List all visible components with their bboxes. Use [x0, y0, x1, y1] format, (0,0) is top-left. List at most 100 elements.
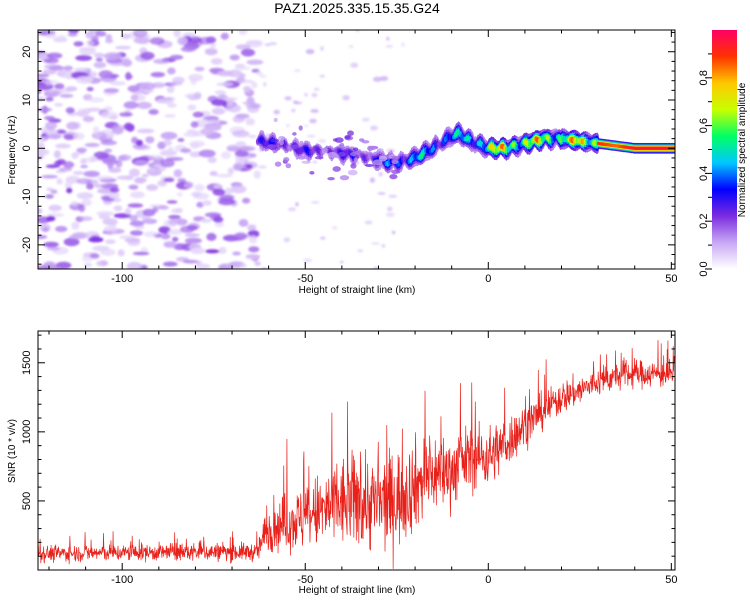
noise-blob — [93, 61, 107, 69]
noise-blob — [43, 261, 56, 269]
noise-blob — [93, 126, 100, 135]
noise-blob — [50, 189, 58, 194]
noise-blob — [214, 90, 227, 95]
noise-blob — [55, 225, 68, 233]
spectrogram-marks — [38, 30, 675, 269]
noise-blob — [71, 152, 79, 160]
noise-blob — [87, 97, 105, 103]
noise-blob — [234, 150, 249, 158]
noise-blob — [94, 52, 105, 58]
noise-blob — [193, 192, 210, 200]
colorbar-label: Normalized spectral amplitude — [737, 82, 748, 217]
noise-blob — [370, 125, 378, 131]
ridge-scatter — [267, 144, 277, 151]
noise-blob — [38, 107, 53, 112]
noise-blob — [93, 183, 107, 188]
noise-blob — [157, 180, 168, 187]
ridge-scatter — [294, 147, 305, 153]
noise-blob — [180, 46, 196, 52]
noise-blob — [112, 124, 125, 133]
ridge-scatter — [314, 156, 324, 160]
noise-blob — [387, 206, 393, 211]
noise-blob — [311, 201, 320, 204]
noise-blob — [350, 62, 359, 68]
noise-blob — [373, 266, 378, 269]
noise-blob — [136, 101, 152, 109]
noise-blob — [232, 163, 243, 171]
noise-blob — [141, 173, 149, 178]
ridge-scatter — [391, 156, 400, 161]
ridge-scatter — [376, 148, 384, 152]
ridge-scatter — [367, 145, 377, 151]
noise-blob — [95, 57, 103, 62]
noise-blob — [292, 100, 299, 104]
noise-blob — [385, 212, 395, 218]
noise-blob — [41, 129, 59, 134]
noise-blob — [129, 214, 138, 222]
noise-blob — [100, 248, 116, 256]
noise-blob — [74, 132, 85, 140]
noise-blob — [41, 79, 59, 84]
noise-blob — [58, 167, 73, 172]
noise-blob — [86, 86, 94, 92]
noise-blob — [240, 48, 256, 57]
noise-blob — [146, 184, 159, 191]
ridge-scatter — [283, 157, 290, 163]
noise-blob — [163, 219, 178, 228]
noise-blob — [41, 174, 58, 179]
noise-blob — [44, 116, 55, 120]
snr-frame — [37, 330, 676, 571]
noise-blob — [108, 167, 122, 173]
noise-blob — [304, 124, 309, 128]
x-tick-label: 0 — [485, 273, 491, 285]
noise-blob — [166, 85, 175, 94]
noise-blob — [216, 82, 234, 87]
noise-blob — [134, 160, 149, 165]
ridge-cell — [595, 140, 599, 147]
noise-blob — [173, 30, 181, 38]
noise-blob — [385, 45, 394, 48]
noise-blob — [377, 192, 386, 195]
noise-blob — [248, 246, 260, 253]
noise-blob — [46, 52, 63, 59]
noise-blob — [100, 140, 118, 146]
noise-blob — [63, 237, 80, 247]
noise-blob — [355, 30, 360, 33]
noise-blob — [207, 156, 217, 164]
noise-blob — [239, 73, 246, 78]
noise-blob — [171, 208, 179, 214]
ridge-scatter — [334, 154, 340, 159]
noise-blob — [218, 246, 227, 255]
noise-blob — [160, 149, 177, 157]
noise-blob — [158, 226, 171, 234]
noise-blob — [378, 172, 383, 177]
noise-blob — [183, 182, 194, 189]
noise-blob — [234, 66, 251, 71]
y-tick-label: 500 — [21, 492, 33, 510]
noise-blob — [220, 32, 229, 40]
noise-blob — [305, 49, 315, 55]
noise-blob — [75, 55, 92, 61]
noise-blob — [132, 143, 147, 150]
noise-blob — [89, 253, 100, 259]
noise-blob — [194, 184, 205, 192]
noise-blob — [227, 167, 234, 175]
noise-blob — [166, 200, 178, 204]
noise-blob — [167, 102, 177, 108]
noise-blob — [72, 171, 85, 175]
noise-blob — [44, 34, 58, 39]
noise-blob — [121, 59, 133, 67]
noise-blob — [158, 205, 169, 210]
y-tick-label: 0 — [21, 145, 33, 151]
noise-blob — [127, 238, 141, 247]
noise-blob — [126, 261, 142, 269]
noise-blob — [357, 249, 364, 252]
noise-blob — [79, 47, 97, 51]
noise-blob — [224, 187, 233, 195]
noise-blob — [369, 177, 375, 183]
noise-blob — [98, 70, 114, 79]
ridge-scatter — [309, 171, 315, 175]
ridge-scatter — [327, 177, 335, 181]
noise-blob — [76, 178, 92, 185]
